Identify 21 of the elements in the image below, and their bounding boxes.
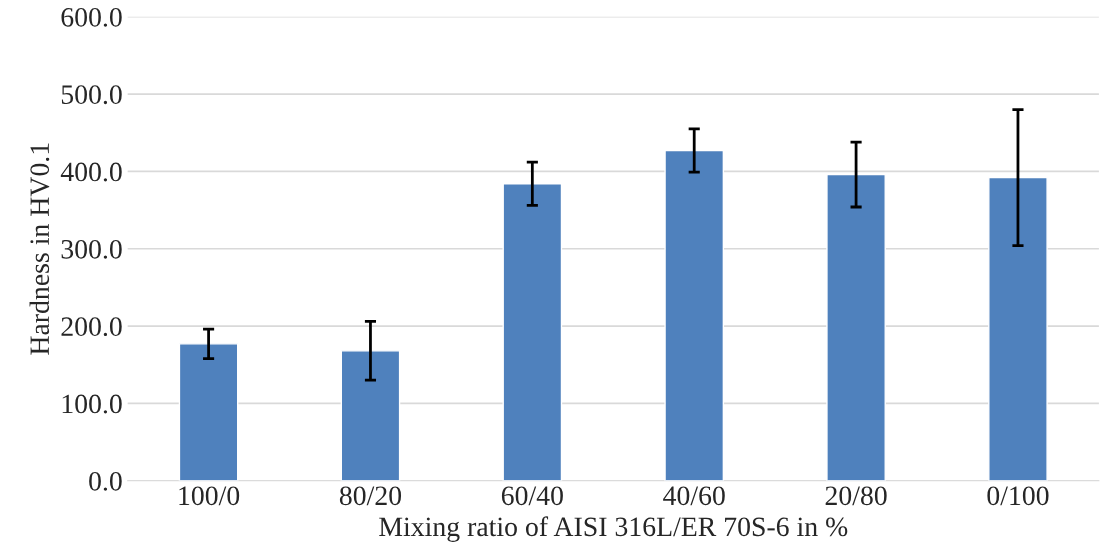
y-tick-label: 0.0 <box>89 471 122 491</box>
y-tick-label: 100.0 <box>62 394 122 414</box>
y-tick-label: 400.0 <box>60 162 122 182</box>
y-axis-title: Hardness in HV0.1 <box>29 143 50 355</box>
x-axis-title: Mixing ratio of AISI 316L/ER 70S-6 in % <box>379 516 848 542</box>
y-tick-label: 600.0 <box>61 7 122 27</box>
bar <box>664 149 725 481</box>
x-tick-label: 0/100 <box>987 486 1049 506</box>
x-tick-label: 60/40 <box>501 486 563 506</box>
y-tick-label: 300.0 <box>61 239 122 259</box>
x-tick-label: 20/80 <box>825 486 887 506</box>
x-tick-label: 40/60 <box>663 486 725 506</box>
bar <box>178 343 239 481</box>
x-tick-label: 80/20 <box>339 486 402 506</box>
y-tick-label: 500.0 <box>61 85 122 105</box>
bar <box>826 173 886 481</box>
x-tick-label: 100/0 <box>179 486 240 506</box>
bar <box>502 183 563 481</box>
y-tick-label: 200.0 <box>61 317 122 337</box>
bar <box>988 176 1048 481</box>
bar <box>340 350 401 481</box>
